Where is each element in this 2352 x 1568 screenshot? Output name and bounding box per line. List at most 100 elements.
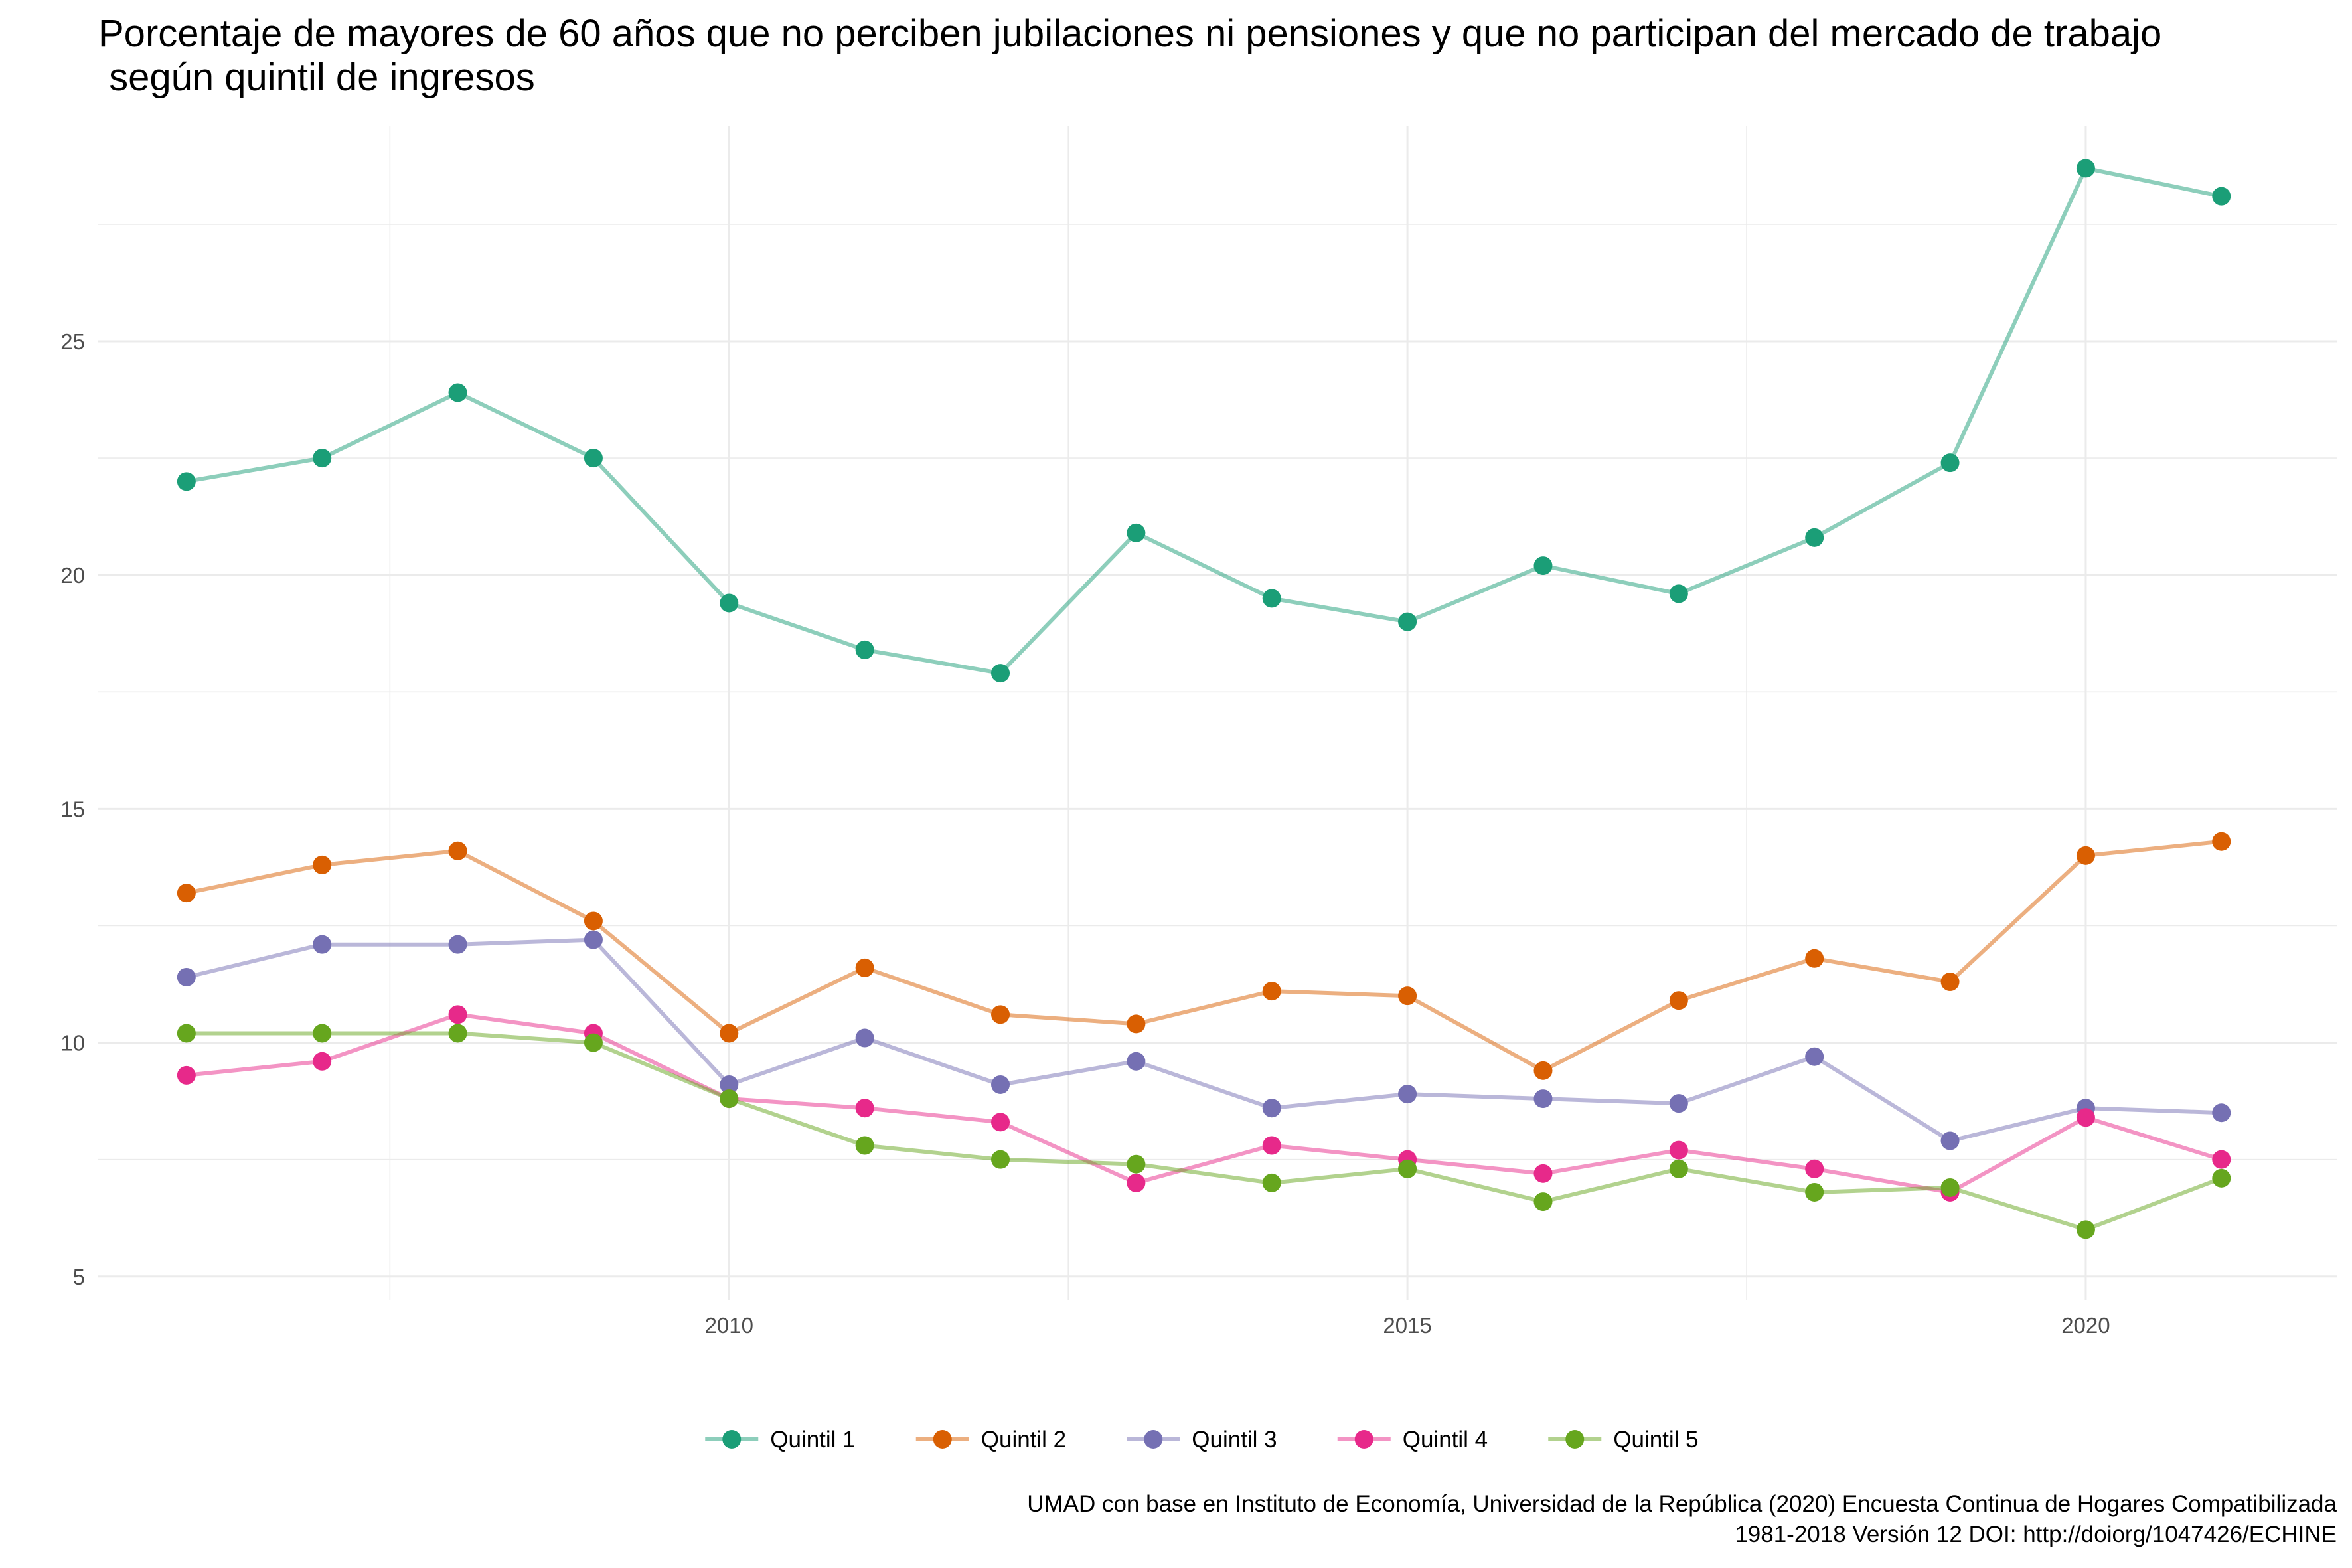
series-line — [184, 1031, 2224, 1232]
data-point — [313, 855, 332, 874]
legend-label: Quintil 3 — [1192, 1427, 1277, 1452]
series-line — [184, 1012, 2224, 1194]
data-point — [1262, 982, 1281, 1001]
legend-item-quintil-4: Quintil 4 — [1337, 1427, 1488, 1452]
data-point — [855, 640, 874, 659]
data-point — [1805, 1047, 1824, 1066]
data-point — [177, 1065, 196, 1085]
data-point — [2212, 832, 2231, 851]
data-point — [1669, 1159, 1688, 1178]
series-line — [184, 839, 2224, 1073]
legend-label: Quintil 2 — [981, 1427, 1066, 1452]
data-point — [1669, 1140, 1688, 1160]
x-axis-ticks: 2010 2015 2020 — [705, 1313, 2110, 1338]
x-tick-label: 2020 — [2061, 1313, 2110, 1338]
data-point — [177, 472, 196, 491]
data-point — [177, 967, 196, 986]
data-point — [991, 664, 1010, 683]
data-point — [1262, 1136, 1281, 1155]
data-point — [448, 935, 467, 954]
chart-title-line-1: Porcentaje de mayores de 60 años que no … — [98, 12, 2161, 55]
data-point — [584, 930, 603, 949]
y-tick-label: 25 — [60, 329, 85, 354]
legend-item-quintil-3: Quintil 3 — [1127, 1427, 1277, 1452]
data-point — [1127, 1173, 1146, 1192]
data-point — [1127, 1154, 1146, 1174]
caption: UMAD con base en Instituto de Economía, … — [1027, 1491, 2337, 1547]
series-quintil-1 — [177, 159, 2231, 683]
series-line — [184, 166, 2224, 676]
data-point — [313, 1052, 332, 1071]
data-point — [720, 1089, 739, 1109]
data-point — [1940, 1178, 1960, 1197]
data-point — [2076, 1108, 2095, 1127]
data-point — [855, 1136, 874, 1155]
chart-title-line-2: según quintil de ingresos — [98, 56, 535, 99]
data-point — [584, 911, 603, 931]
data-point — [1262, 589, 1281, 608]
data-point — [177, 1024, 196, 1043]
x-tick-label: 2015 — [1383, 1313, 1431, 1338]
data-point — [991, 1113, 1010, 1132]
data-point — [313, 449, 332, 468]
data-point — [1669, 584, 1688, 603]
data-point — [2076, 1220, 2095, 1239]
data-point — [855, 1028, 874, 1048]
series-quintil-3 — [177, 930, 2231, 1150]
data-point — [1127, 523, 1146, 542]
legend-key-point — [722, 1430, 742, 1449]
legend: Quintil 1 Quintil 2 Quintil 3 Quintil 4 Quin… — [705, 1427, 1699, 1452]
data-point — [991, 1005, 1010, 1024]
data-point — [1262, 1173, 1281, 1192]
series-line — [184, 937, 2224, 1143]
legend-key-point — [1144, 1430, 1163, 1449]
y-tick-label: 5 — [73, 1265, 85, 1289]
data-point — [1805, 949, 1824, 968]
data-point — [1940, 453, 1960, 473]
legend-label: Quintil 1 — [770, 1427, 855, 1452]
data-point — [448, 1005, 467, 1024]
caption-line-2: 1981-2018 Versión 12 DOI: http://doiorg/… — [1735, 1522, 2337, 1547]
data-point — [448, 383, 467, 402]
data-point — [1669, 1094, 1688, 1113]
data-point — [2212, 187, 2231, 206]
data-point — [1398, 1159, 1417, 1178]
data-point — [2212, 1103, 2231, 1123]
data-point — [720, 593, 739, 613]
y-tick-label: 10 — [60, 1031, 85, 1056]
legend-item-quintil-1: Quintil 1 — [705, 1427, 856, 1452]
y-tick-label: 20 — [60, 563, 85, 588]
data-point — [313, 935, 332, 954]
data-point — [720, 1075, 739, 1094]
data-point — [2076, 159, 2095, 178]
x-tick-label: 2010 — [705, 1313, 753, 1338]
data-point — [313, 1024, 332, 1043]
legend-item-quintil-2: Quintil 2 — [915, 1427, 1066, 1452]
data-point — [855, 958, 874, 977]
data-point — [1669, 991, 1688, 1010]
data-point — [1533, 1164, 1553, 1183]
legend-key-point — [1354, 1430, 1373, 1449]
data-point — [991, 1150, 1010, 1169]
legend-key-point — [933, 1430, 952, 1449]
legend-label: Quintil 5 — [1613, 1427, 1698, 1452]
y-axis-ticks: 5 10 15 20 25 — [60, 329, 85, 1289]
data-point — [1398, 1085, 1417, 1104]
series-layer — [177, 159, 2231, 1239]
data-point — [991, 1075, 1010, 1094]
legend-key-point — [1565, 1430, 1585, 1449]
data-point — [1127, 1014, 1146, 1034]
data-point — [1940, 973, 1960, 992]
legend-label: Quintil 4 — [1403, 1427, 1488, 1452]
data-point — [1805, 1182, 1824, 1202]
series-quintil-2 — [177, 832, 2231, 1080]
data-point — [1398, 612, 1417, 631]
data-point — [720, 1024, 739, 1043]
data-point — [1127, 1052, 1146, 1071]
data-point — [584, 449, 603, 468]
data-point — [1805, 528, 1824, 547]
data-point — [448, 841, 467, 860]
data-point — [1805, 1159, 1824, 1178]
data-point — [1940, 1131, 1960, 1150]
